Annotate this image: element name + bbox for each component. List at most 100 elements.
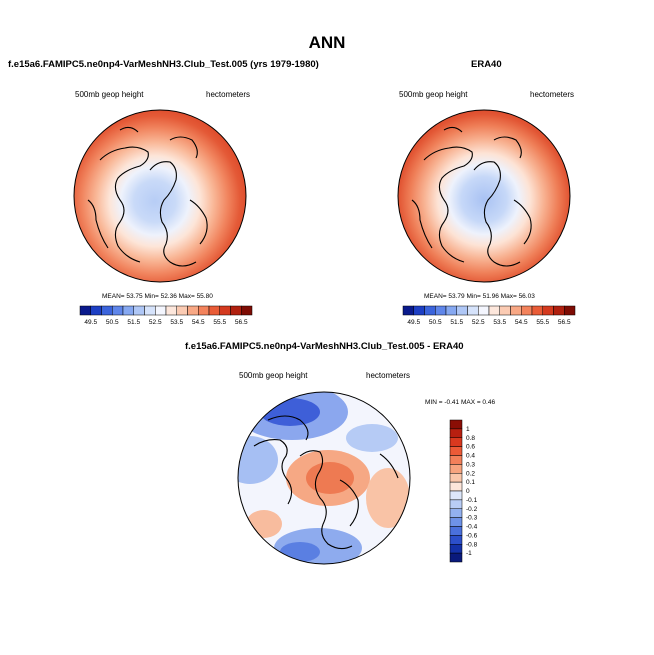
colorbar-swatch: [564, 305, 576, 316]
colorbar-tick-label: 52.5: [149, 319, 162, 326]
polar-map-model: [73, 109, 247, 283]
colorbar-tick-label: 49.5: [84, 319, 97, 326]
stats-min-label: Min=: [466, 293, 481, 300]
variable-label-difference: 500mb geop height: [239, 371, 308, 380]
colorbar-tick-label: 0: [466, 488, 470, 495]
colorbar-swatch: [449, 526, 463, 536]
polar-map-difference: [237, 391, 411, 565]
stats-mean-value: 53.75: [126, 293, 143, 300]
colorbar-tick-label: 51.5: [127, 319, 140, 326]
colorbar-swatch: [187, 305, 199, 316]
colorbar-swatch: [402, 305, 414, 316]
colorbar-tick-label: 50.5: [106, 319, 119, 326]
colorbar-swatch: [478, 305, 490, 316]
coastlines: [87, 126, 208, 267]
coastlines: [411, 126, 532, 267]
colorbar-swatch: [449, 473, 463, 483]
stats-model: MEAN= 53.75 Min= 52.36 Max= 55.80: [102, 293, 213, 300]
colorbar-swatch: [449, 552, 463, 563]
colorbar-swatch: [449, 508, 463, 518]
panel-title-obs: ERA40: [471, 59, 502, 70]
variable-label-obs: 500mb geop height: [399, 90, 468, 99]
colorbar-swatch: [435, 305, 447, 316]
stats-max-value: 56.03: [518, 293, 535, 300]
colorbar-swatch: [467, 305, 479, 316]
units-label-obs: hectometers: [530, 90, 575, 99]
colorbar-swatch: [155, 305, 167, 316]
colorbar-swatch: [219, 305, 231, 316]
colorbar-tick-label: -0.6: [466, 532, 478, 539]
colorbar-swatch: [449, 455, 463, 465]
colorbar-swatch: [445, 305, 457, 316]
colorbar-swatch: [449, 419, 463, 430]
colorbar-swatch: [413, 305, 425, 316]
colorbar-tick-label: 54.5: [515, 319, 528, 326]
colorbar-tick-label: -0.3: [466, 515, 478, 522]
colorbar-tick-label: 50.5: [429, 319, 442, 326]
colorbar-swatch: [456, 305, 468, 316]
colorbar-swatch: [101, 305, 113, 316]
stats-mean-label: MEAN=: [424, 293, 447, 300]
colorbar-swatch: [165, 305, 177, 316]
coastlines: [253, 415, 399, 550]
colorbar-swatch: [449, 437, 463, 447]
figure-title: ANN: [308, 33, 346, 52]
colorbar-tick-label: 51.5: [450, 319, 463, 326]
stats-max-value: 55.80: [196, 293, 213, 300]
colorbar-tick-label: -0.1: [466, 497, 478, 504]
colorbar-tick-label: 0.3: [466, 461, 475, 468]
colorbar-tick-label: 56.5: [235, 319, 248, 326]
panel-title-model: f.e15a6.FAMIPC5.ne0np4-VarMeshNH3.Club_T…: [8, 59, 319, 70]
colorbar-swatch: [449, 446, 463, 456]
colorbar-swatch: [176, 305, 188, 316]
colorbar-swatch: [424, 305, 436, 316]
colorbar-swatch: [531, 305, 543, 316]
colorbar-tick-label: 1: [466, 426, 470, 433]
stats-min-value: 52.36: [160, 293, 177, 300]
colorbar-swatch: [510, 305, 522, 316]
colorbar-swatch: [449, 428, 463, 438]
colorbar-swatch: [112, 305, 124, 316]
colorbar-swatch: [90, 305, 102, 316]
colorbar-swatch: [449, 490, 463, 501]
stats-mean-value: 53.79: [448, 293, 465, 300]
colorbar-swatch: [79, 305, 91, 316]
colorbar-tick-label: 54.5: [192, 319, 205, 326]
colorbar-swatch: [198, 305, 210, 316]
colorbar-tick-label: 55.5: [536, 319, 549, 326]
units-label-model: hectometers: [206, 90, 251, 99]
colorbar-tick-label: 53.5: [493, 319, 506, 326]
units-label-difference: hectometers: [366, 371, 411, 380]
stats-obs: MEAN= 53.79 Min= 51.96 Max= 56.03: [424, 293, 535, 300]
colorbar-swatch: [133, 305, 145, 316]
colorbar-model: 49.5 50.5 51.5 52.5 53.5 54.5 55.5 56.5: [79, 305, 253, 326]
stats-max-label: Max=: [500, 293, 517, 300]
colorbar-swatch: [521, 305, 533, 316]
colorbar-swatch: [449, 499, 463, 509]
stats-min-value: 51.96: [482, 293, 499, 300]
colorbar-swatch: [449, 544, 463, 554]
stats-min-label: Min=: [144, 293, 159, 300]
colorbar-tick-label: 53.5: [170, 319, 183, 326]
colorbar-tick-label: 55.5: [213, 319, 226, 326]
colorbar-tick-label: 0.4: [466, 453, 475, 460]
colorbar-swatch: [230, 305, 242, 316]
colorbar-tick-label: 56.5: [558, 319, 571, 326]
stats-difference: MIN = -0.41 MAX = 0.46: [425, 399, 496, 406]
colorbar-swatch: [208, 305, 220, 316]
colorbar-tick-label: -1: [466, 550, 472, 557]
colorbar-tick-label: -0.8: [466, 541, 478, 548]
colorbar-obs: 49.5 50.5 51.5 52.5 53.5 54.5 55.5 56.5: [402, 305, 576, 326]
variable-label-model: 500mb geop height: [75, 90, 144, 99]
colorbar-tick-label: 52.5: [472, 319, 485, 326]
colorbar-swatch: [542, 305, 554, 316]
colorbar-tick-label: -0.2: [466, 506, 478, 513]
colorbar-swatch: [241, 305, 253, 316]
stats-mean-label: MEAN=: [102, 293, 125, 300]
colorbar-swatch: [122, 305, 134, 316]
colorbar-swatch: [449, 535, 463, 545]
colorbar-tick-label: 0.2: [466, 470, 475, 477]
polar-map-obs: [397, 109, 571, 283]
stats-max-label: Max=: [178, 293, 195, 300]
